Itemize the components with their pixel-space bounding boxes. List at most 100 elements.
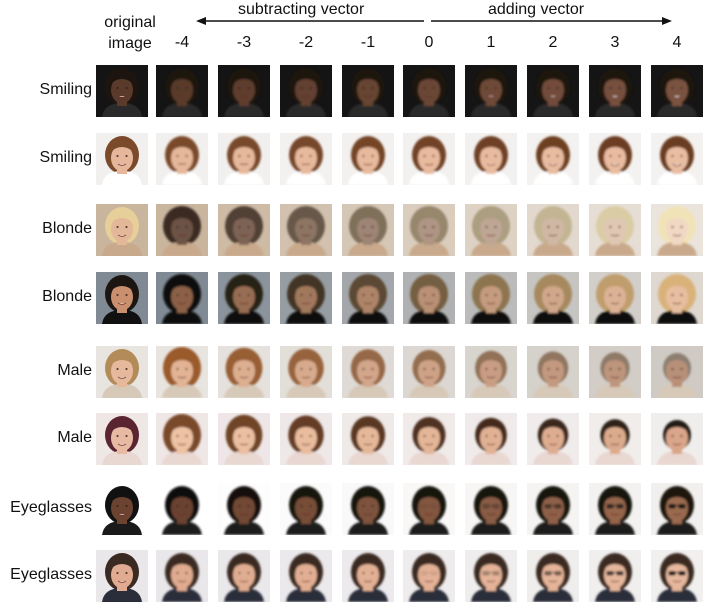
generated-face-image — [527, 346, 579, 398]
generated-face-image — [342, 133, 394, 185]
generated-face-image — [342, 272, 394, 324]
generated-face-image — [403, 272, 455, 324]
generated-face-image — [280, 133, 332, 185]
generated-face-image — [280, 346, 332, 398]
generated-face-image — [465, 65, 517, 117]
column-label: -4 — [174, 34, 190, 51]
generated-face-image — [342, 346, 394, 398]
generated-face-image — [218, 133, 270, 185]
generated-face-image — [589, 550, 641, 602]
generated-face-image — [403, 550, 455, 602]
generated-face-image — [156, 550, 208, 602]
generated-face-image — [527, 413, 579, 465]
row-label: Male — [57, 429, 92, 446]
column-label: 2 — [548, 34, 558, 51]
generated-face-image — [218, 413, 270, 465]
generated-face-image — [465, 550, 517, 602]
column-label: 1 — [486, 34, 496, 51]
generated-face-image — [403, 65, 455, 117]
generated-face-image — [589, 65, 641, 117]
column-label: -3 — [236, 34, 252, 51]
generated-face-image — [403, 133, 455, 185]
generated-face-image — [589, 133, 641, 185]
generated-face-image — [465, 483, 517, 535]
original-face-image — [96, 346, 148, 398]
generated-face-image — [156, 413, 208, 465]
original-image-header: original image — [92, 12, 168, 54]
add-arrow-head — [662, 17, 672, 25]
generated-face-image — [280, 550, 332, 602]
generated-face-image — [280, 65, 332, 117]
generated-face-image — [589, 483, 641, 535]
generated-face-image — [342, 204, 394, 256]
add-label: adding vector — [488, 1, 585, 18]
generated-face-image — [218, 483, 270, 535]
column-label: -1 — [360, 34, 376, 51]
generated-face-image — [527, 483, 579, 535]
generated-face-image — [156, 346, 208, 398]
generated-face-image — [156, 204, 208, 256]
row-label: Eyeglasses — [10, 566, 92, 583]
generated-face-image — [342, 550, 394, 602]
generated-face-image — [651, 483, 703, 535]
column-label: -2 — [298, 34, 314, 51]
generated-face-image — [218, 272, 270, 324]
generated-face-image — [403, 413, 455, 465]
generated-face-image — [403, 483, 455, 535]
generated-face-image — [156, 272, 208, 324]
generated-face-image — [589, 346, 641, 398]
generated-face-image — [156, 65, 208, 117]
generated-face-image — [465, 272, 517, 324]
generated-face-image — [527, 272, 579, 324]
generated-face-image — [465, 413, 517, 465]
generated-face-image — [280, 204, 332, 256]
generated-face-image — [342, 483, 394, 535]
generated-face-image — [651, 346, 703, 398]
row-label: Smiling — [39, 149, 92, 166]
generated-face-image — [218, 550, 270, 602]
generated-face-image — [651, 133, 703, 185]
original-face-image — [96, 550, 148, 602]
generated-face-image — [465, 204, 517, 256]
original-face-image — [96, 65, 148, 117]
generated-face-image — [342, 413, 394, 465]
generated-face-image — [527, 204, 579, 256]
generated-face-image — [651, 204, 703, 256]
original-face-image — [96, 133, 148, 185]
original-face-image — [96, 272, 148, 324]
original-label-line1: original — [104, 14, 156, 31]
generated-face-image — [651, 413, 703, 465]
generated-face-image — [280, 272, 332, 324]
generated-face-image — [218, 65, 270, 117]
column-label: 4 — [672, 34, 682, 51]
direction-arrows — [196, 17, 672, 25]
original-label-line2: image — [108, 35, 152, 52]
generated-face-image — [156, 483, 208, 535]
generated-face-image — [403, 346, 455, 398]
generated-face-image — [527, 550, 579, 602]
subtract-arrow-head — [196, 17, 206, 25]
generated-face-image — [589, 272, 641, 324]
row-label: Blonde — [42, 220, 92, 237]
generated-face-image — [218, 204, 270, 256]
original-face-image — [96, 483, 148, 535]
row-label: Eyeglasses — [10, 499, 92, 516]
original-face-image — [96, 204, 148, 256]
subtract-label: subtracting vector — [238, 1, 365, 18]
row-label: Male — [57, 362, 92, 379]
generated-face-image — [280, 483, 332, 535]
row-label: Blonde — [42, 288, 92, 305]
generated-face-image — [527, 65, 579, 117]
row-label: Smiling — [39, 81, 92, 98]
generated-face-image — [589, 204, 641, 256]
column-label: 0 — [424, 34, 434, 51]
generated-face-image — [280, 413, 332, 465]
generated-face-image — [403, 204, 455, 256]
original-face-image — [96, 413, 148, 465]
column-label: 3 — [610, 34, 620, 51]
generated-face-image — [465, 133, 517, 185]
generated-face-image — [527, 133, 579, 185]
generated-face-image — [156, 133, 208, 185]
generated-face-image — [342, 65, 394, 117]
generated-face-image — [465, 346, 517, 398]
